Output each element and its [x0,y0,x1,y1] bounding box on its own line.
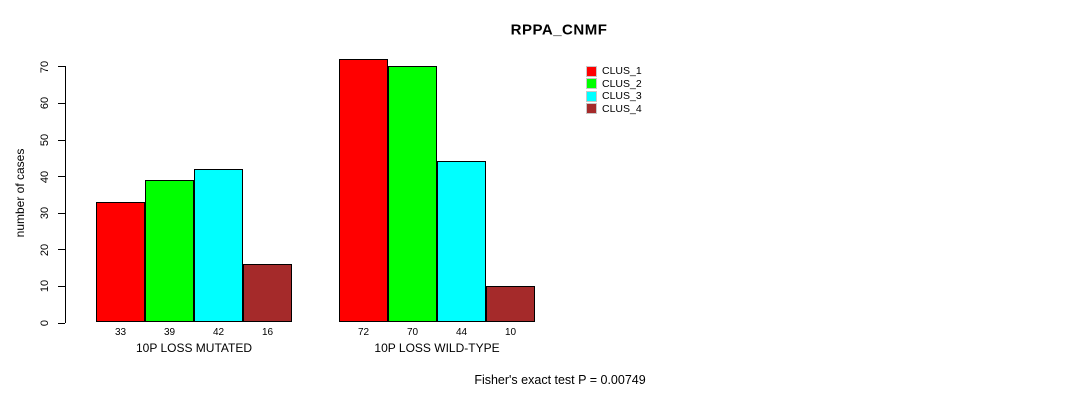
y-axis-title: number of cases [13,148,27,238]
y-axis-tick-40 [58,176,65,178]
legend-label: CLUS_3 [602,90,642,103]
legend-swatch-icon [586,78,597,90]
bar-value-label: 10 [504,327,517,338]
bar-value-label: 70 [406,327,419,338]
bar-clus_2-group1 [145,179,194,323]
y-axis-tick-label-20: 20 [39,243,51,256]
y-axis-tick-label-10: 10 [39,280,51,293]
legend: CLUS_1 CLUS_2 CLUS_3 CLUS_4 [586,65,642,115]
x-category-label: 10P LOSS MUTATED [135,341,253,355]
bar-clus_1-group2 [339,58,388,323]
y-axis-tick-label-0: 0 [39,319,51,327]
y-axis-tick-label-60: 60 [39,97,51,110]
legend-item-clus_1: CLUS_1 [586,65,642,78]
y-axis-tick-60 [58,102,65,104]
y-axis-tick-50 [58,139,65,141]
legend-swatch-icon [586,90,597,102]
bar-clus_4-group2 [486,285,535,323]
y-axis-tick-label-40: 40 [39,170,51,183]
y-axis-tick-10 [58,285,65,287]
bar-value-label: 72 [357,327,370,338]
bar-clus_3-group1 [194,168,243,323]
y-axis-tick-label-70: 70 [39,60,51,73]
bar-value-label: 44 [455,327,468,338]
legend-label: CLUS_2 [602,77,642,90]
y-axis-tick-0 [58,322,65,324]
bar-value-label: 16 [261,327,274,338]
y-axis-tick-label-30: 30 [39,207,51,220]
legend-swatch-icon [586,65,597,77]
legend-swatch-icon [586,103,597,115]
legend-item-clus_3: CLUS_3 [586,90,642,103]
bar-clus_2-group2 [388,66,437,323]
y-axis-tick-70 [58,66,65,68]
bar-value-label: 33 [114,327,127,338]
y-axis-tick-30 [58,212,65,214]
bar-clus_3-group2 [437,161,486,323]
bar-clus_4-group1 [243,263,292,323]
fisher-test-annotation: Fisher's exact test P = 0.00749 [474,373,646,387]
x-category-label: 10P LOSS WILD-TYPE [374,341,500,355]
bar-clus_1-group1 [96,201,145,323]
y-axis-tick-20 [58,249,65,251]
y-axis-tick-label-50: 50 [39,133,51,147]
legend-label: CLUS_4 [602,102,642,115]
bar-value-label: 42 [212,327,225,338]
bar-value-label: 39 [163,327,176,338]
legend-item-clus_2: CLUS_2 [586,78,642,91]
legend-item-clus_4: CLUS_4 [586,103,642,116]
legend-label: CLUS_1 [602,65,642,78]
chart-title: RPPA_CNMF [510,21,608,39]
y-axis-line [65,66,66,324]
